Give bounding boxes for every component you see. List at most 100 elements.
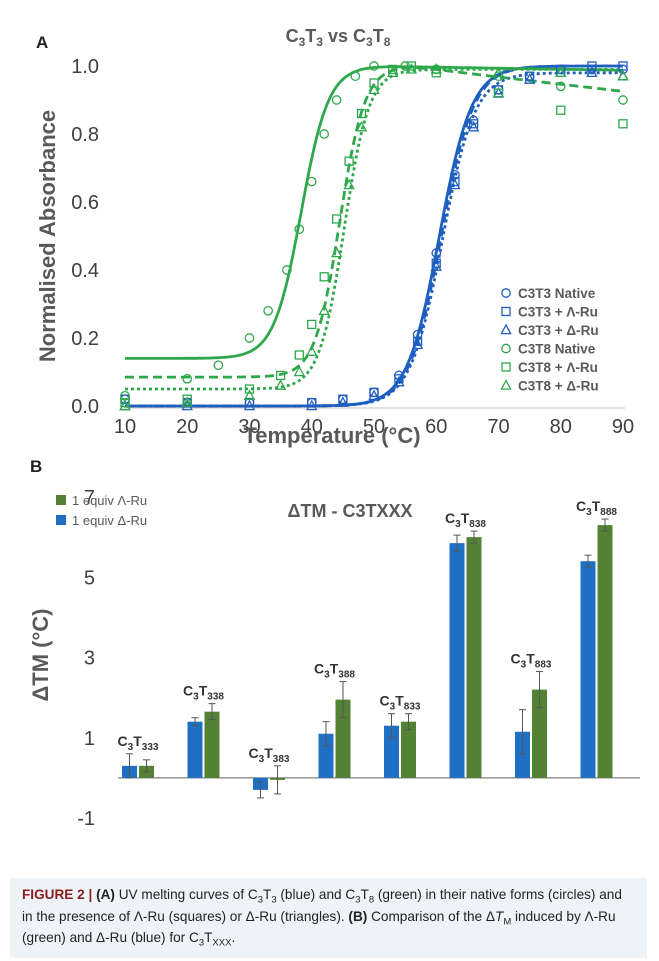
- data-point: [492, 66, 505, 78]
- data-point: [119, 399, 131, 411]
- bar: [466, 537, 482, 778]
- data-point: [394, 374, 404, 384]
- data-point: [331, 214, 342, 224]
- data-point: [556, 64, 566, 75]
- data-point: [618, 119, 628, 129]
- data-point: [344, 156, 354, 166]
- data-point: [400, 61, 410, 71]
- data-point: [274, 379, 287, 390]
- x-tick-label: 40: [301, 416, 323, 438]
- caption-sub: XXX: [212, 937, 232, 949]
- panel-b-label: B: [30, 457, 42, 476]
- data-point: [587, 61, 597, 71]
- figure: A C3​T3​ vs C3​T8​ 0.0 0.2 0.4 0.6 0.8 1.0 10 2…: [28, 26, 640, 830]
- bar: [335, 699, 351, 778]
- category-label: C3T333: [118, 733, 159, 753]
- caption-text: T: [360, 887, 369, 902]
- panel-b-delta-tm-bars: B ΔTM - C3TXXX -1 1 3 5 7 C3T333 C3T338 C3T383…: [28, 457, 640, 830]
- category-label: C3T338: [183, 683, 224, 703]
- caption-sub: 3: [257, 894, 264, 906]
- y-tick-label: 1.0: [71, 56, 99, 78]
- legend-label: C3T8 + Λ-Ru: [518, 360, 598, 375]
- caption-sub: 3: [355, 894, 361, 906]
- data-point: [556, 105, 566, 115]
- panel-a-legend: C3T3 Native C3T3 + Λ-Ru C3T3 + Δ-Ru C3T8 Na…: [500, 286, 599, 394]
- legend-label: C3T8 Native: [518, 342, 596, 357]
- caption-text: UV melting curves of C: [114, 887, 258, 902]
- data-point: [618, 95, 628, 105]
- bar: [515, 731, 530, 778]
- caption-text: T: [495, 908, 504, 924]
- caption-text: T: [204, 930, 213, 946]
- y-tick-label: 0.4: [71, 260, 99, 282]
- legend-label: C3T3 + Δ-Ru: [518, 323, 599, 338]
- data-point: [307, 397, 317, 408]
- caption-part-a-label: (A): [96, 887, 115, 902]
- data-point: [243, 389, 256, 401]
- data-point: [386, 66, 399, 78]
- x-tick-label: 10: [114, 416, 136, 438]
- data-point: [244, 384, 255, 394]
- data-point: [369, 61, 379, 71]
- caption-text: induced by Λ-Ru (green) and Δ-Ru (blue) …: [22, 908, 616, 946]
- panel-a-x-axis-label: Temperature (°C): [243, 423, 420, 448]
- data-point: [493, 88, 504, 98]
- data-point: [338, 394, 348, 404]
- data-point: [244, 333, 255, 343]
- data-point: [307, 319, 317, 330]
- data-point: [449, 178, 461, 190]
- bar: [449, 543, 465, 778]
- data-point: [306, 345, 318, 356]
- x-tick-label: 20: [176, 416, 198, 438]
- data-point: [555, 81, 566, 92]
- y-tick-label: 0.8: [71, 124, 99, 146]
- category-label: C3T383: [249, 745, 290, 765]
- data-point: [306, 176, 317, 187]
- y-tick-label: 7: [84, 487, 95, 509]
- data-point: [617, 69, 629, 81]
- category-label: C3T833: [380, 693, 421, 713]
- panel-b-y-axis-label: ΔTM (°C): [28, 608, 53, 701]
- data-point: [319, 129, 330, 139]
- x-tick-label: 30: [238, 416, 260, 438]
- legend-marker: [501, 362, 511, 372]
- legend-label: 1 equiv Δ-Ru: [72, 513, 147, 528]
- data-point: [182, 394, 192, 404]
- y-tick-label: -1: [77, 808, 95, 830]
- data-point: [586, 66, 598, 78]
- bar: [187, 721, 203, 778]
- data-point: [318, 304, 330, 316]
- data-point: [388, 64, 398, 75]
- data-point: [181, 396, 193, 407]
- panel-a-title: C3​T3​ vs C3​T8​: [286, 26, 391, 49]
- figure-caption: FIGURE 2 | (A) UV melting curves of C3T3…: [10, 878, 647, 958]
- data-point: [431, 248, 442, 258]
- category-label: C3T388: [314, 661, 355, 681]
- data-point: [120, 397, 130, 408]
- y-tick-label: 5: [84, 567, 95, 589]
- data-point: [355, 120, 368, 132]
- category-label: C3T883: [511, 651, 552, 671]
- bar: [384, 725, 399, 778]
- data-point: [524, 71, 535, 81]
- data-point: [244, 397, 255, 408]
- caption-sub: 3: [198, 937, 205, 949]
- y-tick-label: 1: [84, 728, 95, 750]
- data-point: [294, 350, 304, 360]
- data-point: [213, 360, 224, 371]
- data-point: [350, 71, 361, 82]
- data-point: [406, 61, 417, 71]
- data-point: [368, 389, 380, 401]
- legend-label: C3T8 + Δ-Ru: [518, 379, 599, 394]
- data-point: [431, 258, 441, 268]
- data-point: [319, 272, 329, 282]
- caption-text: (green) in their native forms (circles) …: [22, 887, 622, 924]
- bar: [318, 733, 334, 778]
- legend-marker: [500, 323, 512, 335]
- legend-marker: [501, 306, 511, 317]
- caption-text: (blue) and C: [276, 887, 356, 902]
- panel-a-label: A: [36, 33, 48, 52]
- data-point: [555, 66, 567, 78]
- data-point: [430, 260, 442, 271]
- category-label: C3T838: [445, 510, 486, 530]
